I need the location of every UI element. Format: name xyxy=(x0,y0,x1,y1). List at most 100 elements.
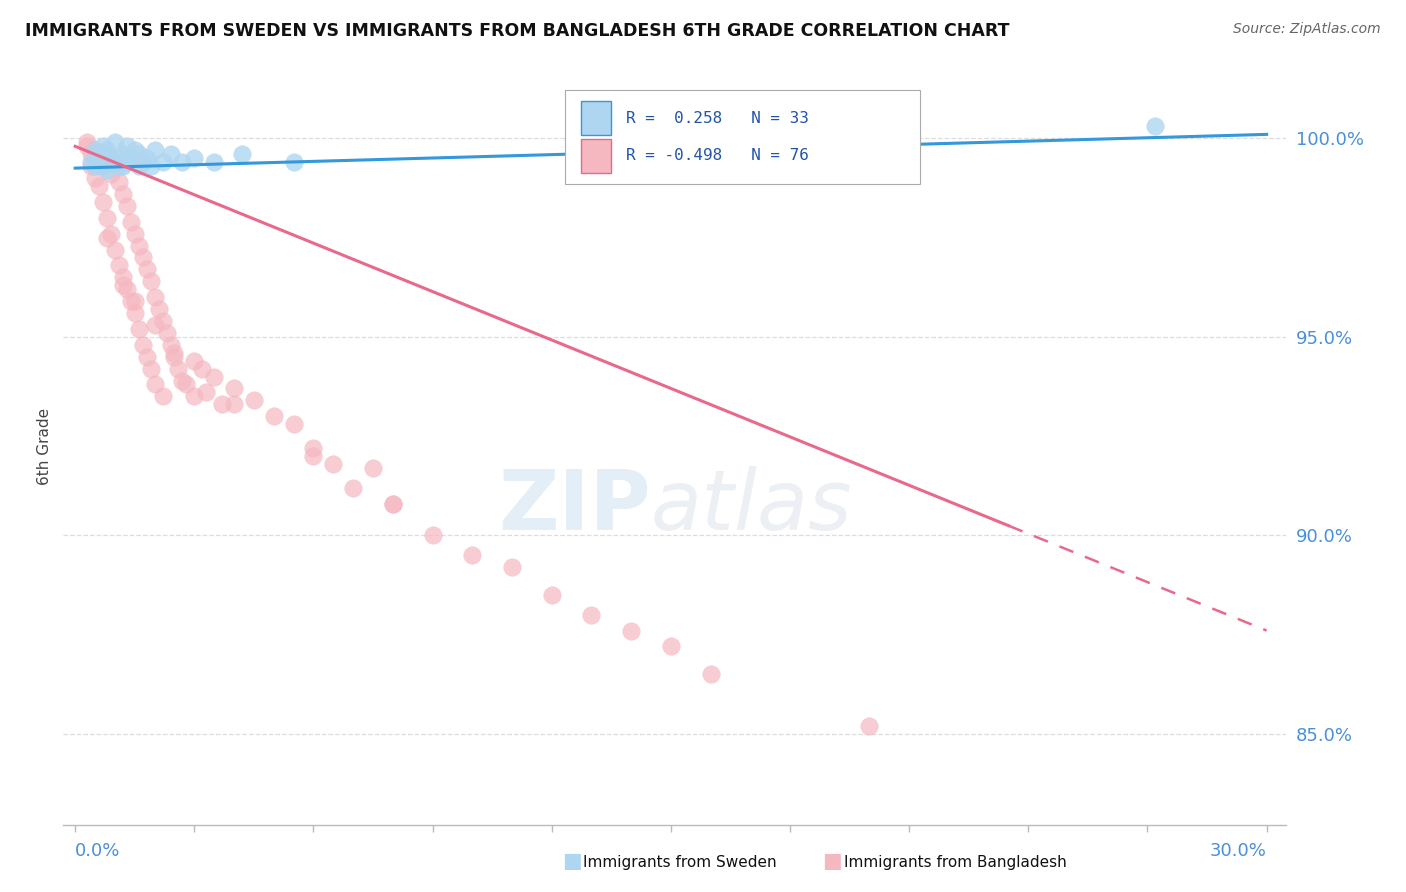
Point xyxy=(104,243,127,257)
Point xyxy=(80,159,103,173)
Point xyxy=(91,139,114,153)
Point xyxy=(96,230,118,244)
Point xyxy=(167,361,190,376)
Point xyxy=(115,282,138,296)
Point xyxy=(84,159,107,173)
Point xyxy=(143,290,166,304)
Point xyxy=(283,155,305,169)
Point xyxy=(91,159,114,173)
Point xyxy=(858,719,880,733)
Point xyxy=(124,143,146,157)
Point xyxy=(163,345,186,359)
Point xyxy=(302,441,325,455)
Point xyxy=(361,460,384,475)
Point xyxy=(76,139,98,153)
Point xyxy=(172,155,194,169)
Bar xyxy=(581,101,612,136)
Point xyxy=(100,151,122,165)
Point xyxy=(91,194,114,209)
Point xyxy=(342,481,364,495)
Point xyxy=(120,151,142,165)
Point xyxy=(461,548,484,562)
Text: R = -0.498   N = 76: R = -0.498 N = 76 xyxy=(626,148,808,163)
Point xyxy=(243,393,266,408)
Point xyxy=(202,155,225,169)
Point xyxy=(87,151,110,165)
Point xyxy=(104,151,127,165)
Point xyxy=(202,369,225,384)
Point xyxy=(152,389,174,403)
Point xyxy=(131,155,153,169)
Point xyxy=(152,314,174,328)
Text: 0.0%: 0.0% xyxy=(75,842,121,860)
Text: ■: ■ xyxy=(823,851,842,871)
Point xyxy=(124,306,146,320)
Point xyxy=(191,361,214,376)
Point xyxy=(128,238,150,252)
Point xyxy=(183,389,205,403)
Point xyxy=(183,151,205,165)
Point xyxy=(139,361,162,376)
Point xyxy=(80,155,103,169)
Point xyxy=(143,318,166,332)
Point xyxy=(96,147,118,161)
Point xyxy=(124,227,146,241)
Point xyxy=(155,326,177,340)
Point xyxy=(581,607,603,622)
Point xyxy=(135,350,157,364)
Point xyxy=(176,377,198,392)
Point xyxy=(135,151,157,165)
Point xyxy=(120,294,142,309)
Point xyxy=(96,211,118,225)
Point xyxy=(222,381,245,395)
Point xyxy=(172,374,194,388)
Point xyxy=(108,175,131,189)
Point xyxy=(381,497,404,511)
Point xyxy=(183,353,205,368)
Text: IMMIGRANTS FROM SWEDEN VS IMMIGRANTS FROM BANGLADESH 6TH GRADE CORRELATION CHART: IMMIGRANTS FROM SWEDEN VS IMMIGRANTS FRO… xyxy=(25,22,1010,40)
Point xyxy=(84,171,107,186)
Point xyxy=(211,397,233,411)
Point xyxy=(152,155,174,169)
Point xyxy=(80,147,103,161)
Point xyxy=(111,270,134,285)
Point xyxy=(131,251,153,265)
Point xyxy=(128,147,150,161)
Point xyxy=(128,322,150,336)
Point xyxy=(143,143,166,157)
Point xyxy=(91,159,114,173)
Point xyxy=(104,136,127,150)
Point xyxy=(100,167,122,181)
Point xyxy=(263,409,285,424)
Point xyxy=(87,179,110,194)
Point xyxy=(111,186,134,201)
Point xyxy=(111,147,134,161)
Point xyxy=(699,667,721,681)
Point xyxy=(422,528,444,542)
Point xyxy=(620,624,643,638)
Point xyxy=(108,159,131,173)
Point xyxy=(111,278,134,293)
Point xyxy=(135,262,157,277)
Point xyxy=(100,227,122,241)
Point xyxy=(108,259,131,273)
Point xyxy=(283,417,305,432)
Point xyxy=(96,143,118,157)
FancyBboxPatch shape xyxy=(565,89,920,185)
Point xyxy=(87,147,110,161)
Point xyxy=(322,457,344,471)
Point xyxy=(139,159,162,173)
Point xyxy=(76,136,98,150)
Point xyxy=(1144,120,1167,134)
Point xyxy=(115,199,138,213)
Text: 30.0%: 30.0% xyxy=(1209,842,1267,860)
Point xyxy=(302,449,325,463)
Text: Immigrants from Sweden: Immigrants from Sweden xyxy=(583,855,778,870)
Point xyxy=(115,139,138,153)
Point xyxy=(124,294,146,309)
Text: Immigrants from Bangladesh: Immigrants from Bangladesh xyxy=(844,855,1066,870)
Point xyxy=(115,155,138,169)
Y-axis label: 6th Grade: 6th Grade xyxy=(37,408,52,484)
Point xyxy=(163,350,186,364)
Point xyxy=(84,159,107,173)
